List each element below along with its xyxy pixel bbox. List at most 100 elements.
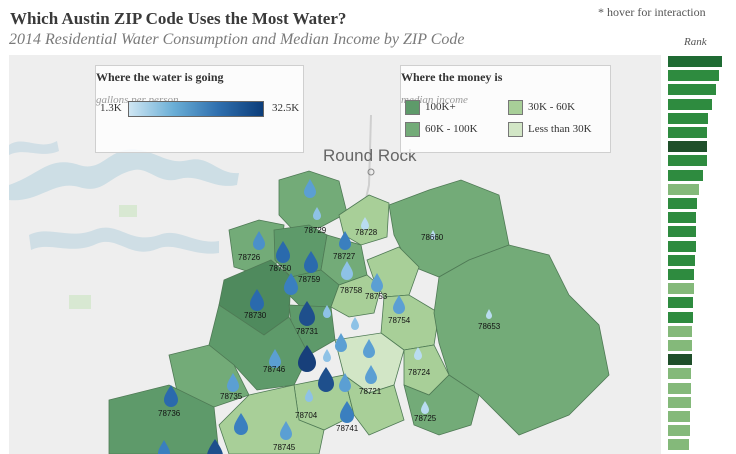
rank-label: Rank: [684, 36, 707, 48]
income-swatch-100k: [405, 100, 420, 115]
water-drop[interactable]: [339, 231, 351, 250]
rank-bar[interactable]: [668, 283, 694, 295]
hover-note: * hover for interaction: [598, 5, 706, 19]
water-drop[interactable]: [335, 333, 347, 352]
rank-bar[interactable]: [668, 269, 694, 280]
zip-label: 78759: [298, 275, 321, 284]
map-view[interactable]: Round Rock: [9, 55, 661, 454]
river-shape-3: [9, 141, 59, 155]
water-drop[interactable]: [341, 261, 353, 280]
income-swatch-30-60k: [508, 100, 523, 115]
water-drop[interactable]: [486, 309, 492, 319]
water-gradient-bar: [128, 101, 264, 117]
rank-bar[interactable]: [668, 354, 692, 366]
water-drop[interactable]: [340, 401, 354, 423]
zip-label: 78746: [263, 365, 286, 374]
water-drop[interactable]: [323, 349, 331, 362]
rank-bar[interactable]: [668, 212, 696, 224]
rank-bar[interactable]: [668, 297, 693, 309]
zip-regions: [108, 170, 610, 454]
rank-bar[interactable]: [668, 226, 696, 238]
rank-bar[interactable]: [668, 141, 707, 153]
water-drop[interactable]: [304, 251, 318, 273]
water-drop[interactable]: [276, 241, 290, 263]
income-label-60-100k: 60K - 100K: [425, 123, 478, 135]
water-drop[interactable]: [304, 179, 316, 198]
rank-bar[interactable]: [668, 70, 719, 82]
rank-bar[interactable]: [668, 411, 690, 422]
river-shape: [9, 149, 239, 201]
rank-bar[interactable]: [668, 183, 699, 195]
zip-label: 78750: [269, 264, 292, 273]
rank-bar[interactable]: [668, 98, 712, 110]
zip-label: 78735: [220, 392, 243, 401]
city-label: Round Rock: [323, 146, 417, 165]
rank-bar[interactable]: [668, 198, 697, 209]
water-drop[interactable]: [280, 421, 292, 440]
water-drop[interactable]: [393, 295, 405, 314]
water-drop[interactable]: [365, 365, 377, 384]
zip-region[interactable]: [403, 374, 480, 436]
income-swatch-under-30k: [508, 122, 523, 137]
page-subtitle: 2014 Residential Water Consumption and M…: [9, 31, 465, 48]
water-drop[interactable]: [234, 413, 248, 435]
rank-bar[interactable]: [668, 340, 692, 351]
rank-bar[interactable]: [668, 112, 708, 124]
water-drop[interactable]: [207, 439, 223, 454]
rank-bar[interactable]: [668, 396, 691, 408]
rank-bar[interactable]: [668, 439, 689, 451]
water-drop[interactable]: [361, 217, 369, 230]
water-drop[interactable]: [313, 207, 321, 220]
income-legend-title: Where the money is: [401, 70, 503, 84]
rank-bar[interactable]: [668, 56, 722, 67]
rank-bar[interactable]: [668, 425, 690, 437]
rank-bar-chart[interactable]: [668, 55, 726, 454]
rank-bar[interactable]: [668, 84, 716, 96]
water-drop[interactable]: [227, 373, 239, 392]
water-drop[interactable]: [363, 339, 375, 358]
zip-label: 78731: [296, 327, 319, 336]
water-drop[interactable]: [298, 345, 316, 372]
water-drop[interactable]: [305, 389, 313, 402]
water-drop[interactable]: [299, 301, 315, 326]
zip-region[interactable]: [108, 384, 220, 454]
zip-label: 78754: [388, 316, 411, 325]
rank-bar[interactable]: [668, 155, 707, 167]
water-drop[interactable]: [430, 230, 436, 240]
rank-bar[interactable]: [668, 254, 695, 266]
water-drop[interactable]: [339, 373, 351, 392]
rank-bar[interactable]: [668, 311, 693, 323]
water-drop[interactable]: [269, 349, 281, 368]
page-title: Which Austin ZIP Code Uses the Most Wate…: [10, 9, 347, 28]
water-drop[interactable]: [158, 440, 170, 454]
zip-region[interactable]: [343, 374, 405, 436]
water-drop[interactable]: [371, 273, 383, 292]
rank-bar[interactable]: [668, 240, 696, 252]
water-drop[interactable]: [250, 289, 264, 311]
rank-bar[interactable]: [668, 382, 691, 394]
water-drop[interactable]: [414, 347, 422, 360]
zip-label: 78729: [304, 226, 327, 235]
zip-region[interactable]: [433, 244, 610, 436]
water-drop[interactable]: [164, 385, 178, 407]
zip-label: 78660: [421, 233, 444, 242]
water-min-label: 1.3K: [100, 102, 122, 114]
water-drop[interactable]: [323, 305, 331, 318]
water-drop[interactable]: [253, 231, 265, 250]
water-legend-title: Where the water is going: [96, 70, 224, 84]
rank-bar[interactable]: [668, 368, 691, 380]
rank-bar[interactable]: [668, 169, 703, 181]
zip-label: 78726: [238, 253, 261, 262]
zip-labels: 78729 78728 78660 78726 78750 78727 7875…: [158, 226, 501, 452]
income-label-100k: 100K+: [425, 101, 456, 113]
water-drop[interactable]: [318, 367, 334, 392]
zip-region[interactable]: [278, 170, 348, 232]
rank-bar[interactable]: [668, 127, 707, 138]
income-swatch-60-100k: [405, 122, 420, 137]
water-drop[interactable]: [351, 317, 359, 330]
rank-bar[interactable]: [668, 325, 692, 337]
water-drop[interactable]: [284, 273, 298, 295]
water-max-label: 32.5K: [272, 102, 300, 114]
zip-region[interactable]: [218, 384, 325, 454]
water-drop[interactable]: [421, 401, 429, 414]
